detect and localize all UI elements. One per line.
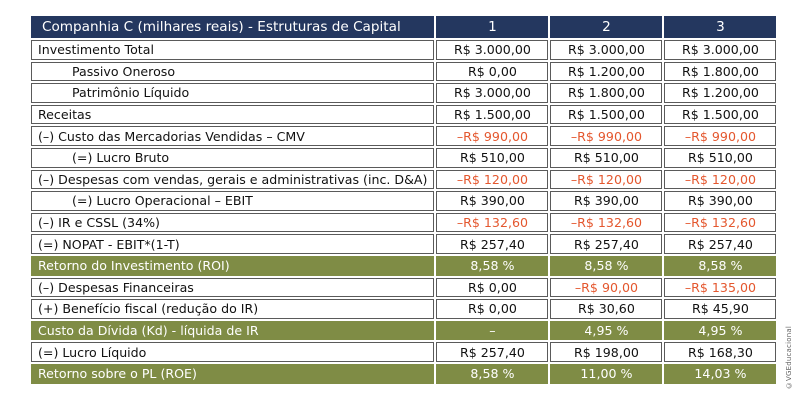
row-label: (–) IR e CSSL (34%) xyxy=(31,212,435,233)
table-body: Investimento Total R$ 3.000,00 R$ 3.000,00… xyxy=(31,40,777,384)
row-value-col-2: R$ 257,40 xyxy=(550,234,663,254)
table-row: Passivo Oneroso R$ 0,00 R$ 1.200,00 R$ 1.80… xyxy=(31,61,777,82)
row-value-col-1: R$ 257,40 xyxy=(436,234,549,254)
row-value-col-1: 8,58 % xyxy=(436,255,549,276)
row-value-col-1: –R$ 990,00 xyxy=(436,126,549,146)
highlight-row: Retorno sobre o PL (ROE) 8,58 % 11,00 % 14,… xyxy=(31,363,777,384)
row-value-col-1: R$ 257,40 xyxy=(436,342,549,362)
table-row: (–) Despesas com vendas, gerais e admini… xyxy=(31,169,777,190)
row-value-col-1: – xyxy=(436,320,549,341)
capital-structure-table-wrapper: Companhia C (milhares reais) - Estrutura… xyxy=(29,14,778,386)
highlight-row: Custo da Dívida (Kd) - líquida de IR –4,9… xyxy=(31,320,777,341)
row-label: (=) Lucro Operacional – EBIT xyxy=(31,191,435,211)
table-row: (–) Despesas Financeiras R$ 0,00 –R$ 90,00… xyxy=(31,277,777,298)
row-label: Investimento Total xyxy=(31,40,435,60)
row-value-col-3: R$ 1.500,00 xyxy=(664,104,777,125)
row-value-col-1: R$ 0,00 xyxy=(436,61,549,82)
column-header-3: 3 xyxy=(664,16,777,38)
row-value-col-2: R$ 1.200,00 xyxy=(550,61,663,82)
row-value-col-2: –R$ 90,00 xyxy=(550,277,663,298)
row-value-col-2: 4,95 % xyxy=(550,320,663,341)
row-value-col-3: R$ 1.200,00 xyxy=(664,83,777,103)
row-value-col-3: R$ 45,90 xyxy=(664,299,777,319)
row-value-col-1: –R$ 132,60 xyxy=(436,212,549,233)
copyright-credit: ©VGEducacional xyxy=(785,326,793,390)
table-row: (=) Lucro Líquido R$ 257,40 R$ 198,00 R$ 16… xyxy=(31,342,777,362)
table-row: (–) IR e CSSL (34%) –R$ 132,60 –R$ 132,60–… xyxy=(31,212,777,233)
row-value-col-2: 11,00 % xyxy=(550,363,663,384)
table-row: (–) Custo das Mercadorias Vendidas – CMV… xyxy=(31,126,777,146)
row-value-col-1: –R$ 120,00 xyxy=(436,169,549,190)
row-value-col-2: –R$ 132,60 xyxy=(550,212,663,233)
table-row: Receitas R$ 1.500,00 R$ 1.500,00 R$ 1.500,0… xyxy=(31,104,777,125)
table-header-row: Companhia C (milhares reais) - Estrutura… xyxy=(31,16,777,38)
row-label: Passivo Oneroso xyxy=(31,61,435,82)
row-value-col-2: –R$ 990,00 xyxy=(550,126,663,146)
row-label: (=) Lucro Bruto xyxy=(31,147,435,168)
row-value-col-3: –R$ 990,00 xyxy=(664,126,777,146)
row-value-col-1: R$ 510,00 xyxy=(436,147,549,168)
row-value-col-3: 14,03 % xyxy=(664,363,777,384)
row-value-col-3: R$ 510,00 xyxy=(664,147,777,168)
row-value-col-1: R$ 0,00 xyxy=(436,299,549,319)
column-header-2: 2 xyxy=(550,16,663,38)
row-value-col-3: –R$ 132,60 xyxy=(664,212,777,233)
row-label: (=) NOPAT - EBIT*(1-T) xyxy=(31,234,435,254)
row-value-col-2: R$ 198,00 xyxy=(550,342,663,362)
row-label: Retorno sobre o PL (ROE) xyxy=(31,363,435,384)
row-value-col-1: R$ 3.000,00 xyxy=(436,40,549,60)
row-value-col-3: 4,95 % xyxy=(664,320,777,341)
row-value-col-2: R$ 3.000,00 xyxy=(550,40,663,60)
row-value-col-2: R$ 1.800,00 xyxy=(550,83,663,103)
row-value-col-2: –R$ 120,00 xyxy=(550,169,663,190)
row-label: Receitas xyxy=(31,104,435,125)
row-value-col-1: R$ 390,00 xyxy=(436,191,549,211)
row-label: Patrimônio Líquido xyxy=(31,83,435,103)
row-value-col-3: R$ 257,40 xyxy=(664,234,777,254)
highlight-row: Retorno do Investimento (ROI) 8,58 % 8,58 … xyxy=(31,255,777,276)
row-value-col-2: R$ 510,00 xyxy=(550,147,663,168)
row-value-col-3: R$ 1.800,00 xyxy=(664,61,777,82)
row-value-col-1: R$ 1.500,00 xyxy=(436,104,549,125)
row-label: (–) Despesas Financeiras xyxy=(31,277,435,298)
row-label: (–) Despesas com vendas, gerais e admini… xyxy=(31,169,435,190)
row-label: (=) Lucro Líquido xyxy=(31,342,435,362)
row-value-col-1: R$ 0,00 xyxy=(436,277,549,298)
column-header-1: 1 xyxy=(436,16,549,38)
table-row: (+) Benefício fiscal (redução do IR) R$ 0… xyxy=(31,299,777,319)
table-row: Patrimônio Líquido R$ 3.000,00 R$ 1.800,00… xyxy=(31,83,777,103)
row-label: Custo da Dívida (Kd) - líquida de IR xyxy=(31,320,435,341)
table-row: (=) NOPAT - EBIT*(1-T) R$ 257,40 R$ 257,40… xyxy=(31,234,777,254)
row-value-col-2: R$ 1.500,00 xyxy=(550,104,663,125)
row-label: (+) Benefício fiscal (redução do IR) xyxy=(31,299,435,319)
row-value-col-2: R$ 390,00 xyxy=(550,191,663,211)
table-row: Investimento Total R$ 3.000,00 R$ 3.000,00… xyxy=(31,40,777,60)
table-row: (=) Lucro Operacional – EBIT R$ 390,00 R$ … xyxy=(31,191,777,211)
row-label: Retorno do Investimento (ROI) xyxy=(31,255,435,276)
row-value-col-3: R$ 168,30 xyxy=(664,342,777,362)
row-value-col-3: –R$ 135,00 xyxy=(664,277,777,298)
row-label: (–) Custo das Mercadorias Vendidas – CMV xyxy=(31,126,435,146)
table-title: Companhia C (milhares reais) - Estrutura… xyxy=(31,16,435,38)
row-value-col-1: R$ 3.000,00 xyxy=(436,83,549,103)
row-value-col-2: R$ 30,60 xyxy=(550,299,663,319)
row-value-col-3: –R$ 120,00 xyxy=(664,169,777,190)
row-value-col-3: R$ 390,00 xyxy=(664,191,777,211)
row-value-col-1: 8,58 % xyxy=(436,363,549,384)
row-value-col-3: R$ 3.000,00 xyxy=(664,40,777,60)
table-row: (=) Lucro Bruto R$ 510,00 R$ 510,00 R$ 510,… xyxy=(31,147,777,168)
row-value-col-2: 8,58 % xyxy=(550,255,663,276)
row-value-col-3: 8,58 % xyxy=(664,255,777,276)
capital-structure-table: Companhia C (milhares reais) - Estrutura… xyxy=(29,14,778,386)
